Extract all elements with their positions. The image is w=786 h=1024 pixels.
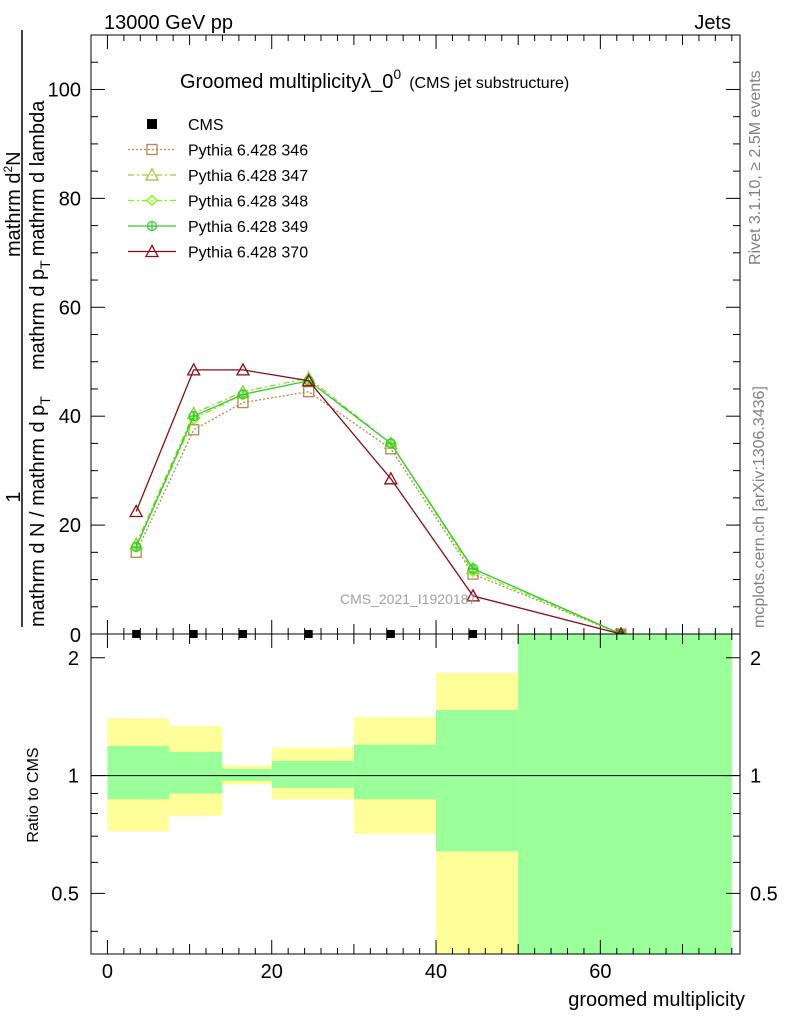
data-point-p370 xyxy=(465,588,481,602)
ylabel-frac-num: 1 xyxy=(3,491,25,502)
header-left-label: 13000 GeV pp xyxy=(104,12,233,34)
xtick-label: 60 xyxy=(589,961,611,983)
ratio-ylabel: Ratio to CMS xyxy=(25,747,42,842)
data-point-p348 xyxy=(187,412,200,425)
legend-label-cms: CMS xyxy=(188,117,224,134)
main-ytick-label: 100 xyxy=(48,79,81,101)
ylabel-frac-den-sub: T xyxy=(37,396,53,405)
data-point-p370 xyxy=(383,471,398,485)
xtick-label: 40 xyxy=(425,961,447,983)
legend-marker-p370 xyxy=(144,244,160,258)
ylabel-rest-c-sub: T xyxy=(37,260,53,269)
legend-marker-cms xyxy=(147,119,157,129)
main-ytick-label: 80 xyxy=(59,188,81,210)
ratio-ytick-label-right: 1 xyxy=(750,766,761,788)
main-ytick-label: 20 xyxy=(59,515,81,537)
plot-title-main: Groomed multiplicityλ_0 xyxy=(180,71,393,93)
data-point-p346 xyxy=(188,424,200,436)
ratio-band-inner xyxy=(518,634,732,954)
data-point-p370 xyxy=(186,362,201,376)
header-right-label: Jets xyxy=(694,12,731,34)
ratio-band-inner xyxy=(353,744,437,800)
plot-title-sub: (CMS jet substructure) xyxy=(409,75,569,92)
main-ylabel: 1 mathrm d N / mathrm d pT mathrm d2N ma… xyxy=(1,30,53,627)
legend-marker-p348 xyxy=(146,194,158,207)
mcplots-label: mcplots.cern.ch [arXiv:1306.3436] xyxy=(751,386,768,628)
ratio-band-inner xyxy=(169,751,223,794)
data-point-p346 xyxy=(303,386,315,398)
xlabel: groomed multiplicity xyxy=(568,989,745,1011)
ylabel-rest-d: mathrm d lambda xyxy=(27,100,49,256)
ratio-ytick-label-left: 0.5 xyxy=(51,883,79,905)
ratio-ytick-label-left: 2 xyxy=(68,648,79,670)
legend-label-p347: Pythia 6.428 347 xyxy=(188,168,308,185)
series-line-p370 xyxy=(135,369,622,635)
main-ytick-label: 60 xyxy=(59,297,81,319)
legend-marker-p347 xyxy=(144,167,160,181)
xtick-label: 0 xyxy=(102,961,113,983)
ratio-ytick-label-right: 2 xyxy=(750,648,761,670)
legend-label-p348: Pythia 6.428 348 xyxy=(188,194,308,211)
legend-label-p370: Pythia 6.428 370 xyxy=(188,245,308,262)
rivet-version-label: Rivet 3.1.10, ≥ 2.5M events xyxy=(747,70,764,265)
ratio-ytick-label-left: 1 xyxy=(68,766,79,788)
ratio-plot-frame xyxy=(90,633,741,955)
ratio-band-inner xyxy=(271,760,354,788)
ratio-band-inner xyxy=(107,746,170,800)
plot-title-sup: 0 xyxy=(393,66,401,82)
plot-title: Groomed multiplicityλ_00 (CMS jet substru… xyxy=(180,66,569,93)
ylabel-rest2: mathrm d pTmathrm d lambda xyxy=(27,100,53,370)
ylabel-frac-den-text: mathrm d N / mathrm d p xyxy=(27,405,49,627)
legend-label-p349: Pythia 6.428 349 xyxy=(188,219,308,236)
ylabel-rest: mathrm d2N xyxy=(1,151,25,257)
main-plot-panel: 20 40 60 80 100 0 xyxy=(48,34,740,647)
ylabel-frac-den: mathrm d N / mathrm d pT xyxy=(27,396,53,627)
data-point-p370 xyxy=(301,373,316,387)
xtick-label: 20 xyxy=(261,961,283,983)
data-point-p370 xyxy=(129,504,144,518)
ylabel-rest-b: N xyxy=(3,151,25,165)
data-point-p370 xyxy=(235,362,251,376)
legend-label-p346: Pythia 6.428 346 xyxy=(188,143,308,160)
main-ytick-label-zero: 0 xyxy=(70,625,81,647)
ylabel-rest-a: mathrm d xyxy=(3,173,25,257)
legend: CMS Pythia 6.428 346 Pythia 6.428 347 Pythi… xyxy=(128,117,308,262)
main-ytick-label: 40 xyxy=(59,406,81,428)
analysis-watermark: CMS_2021_I1920187 xyxy=(340,591,476,607)
ratio-band-inner xyxy=(436,710,519,852)
ratio-plot-panel: 0.5 0.51 12 20 20 40 60 xyxy=(51,634,778,983)
legend-marker-p346 xyxy=(146,143,158,156)
ylabel-rest-a-sup: 2 xyxy=(1,166,15,173)
ratio-ytick-label-right: 0.5 xyxy=(750,883,778,905)
ratio-band-inner xyxy=(222,768,272,781)
ylabel-rest-c: mathrm d p xyxy=(27,269,49,370)
